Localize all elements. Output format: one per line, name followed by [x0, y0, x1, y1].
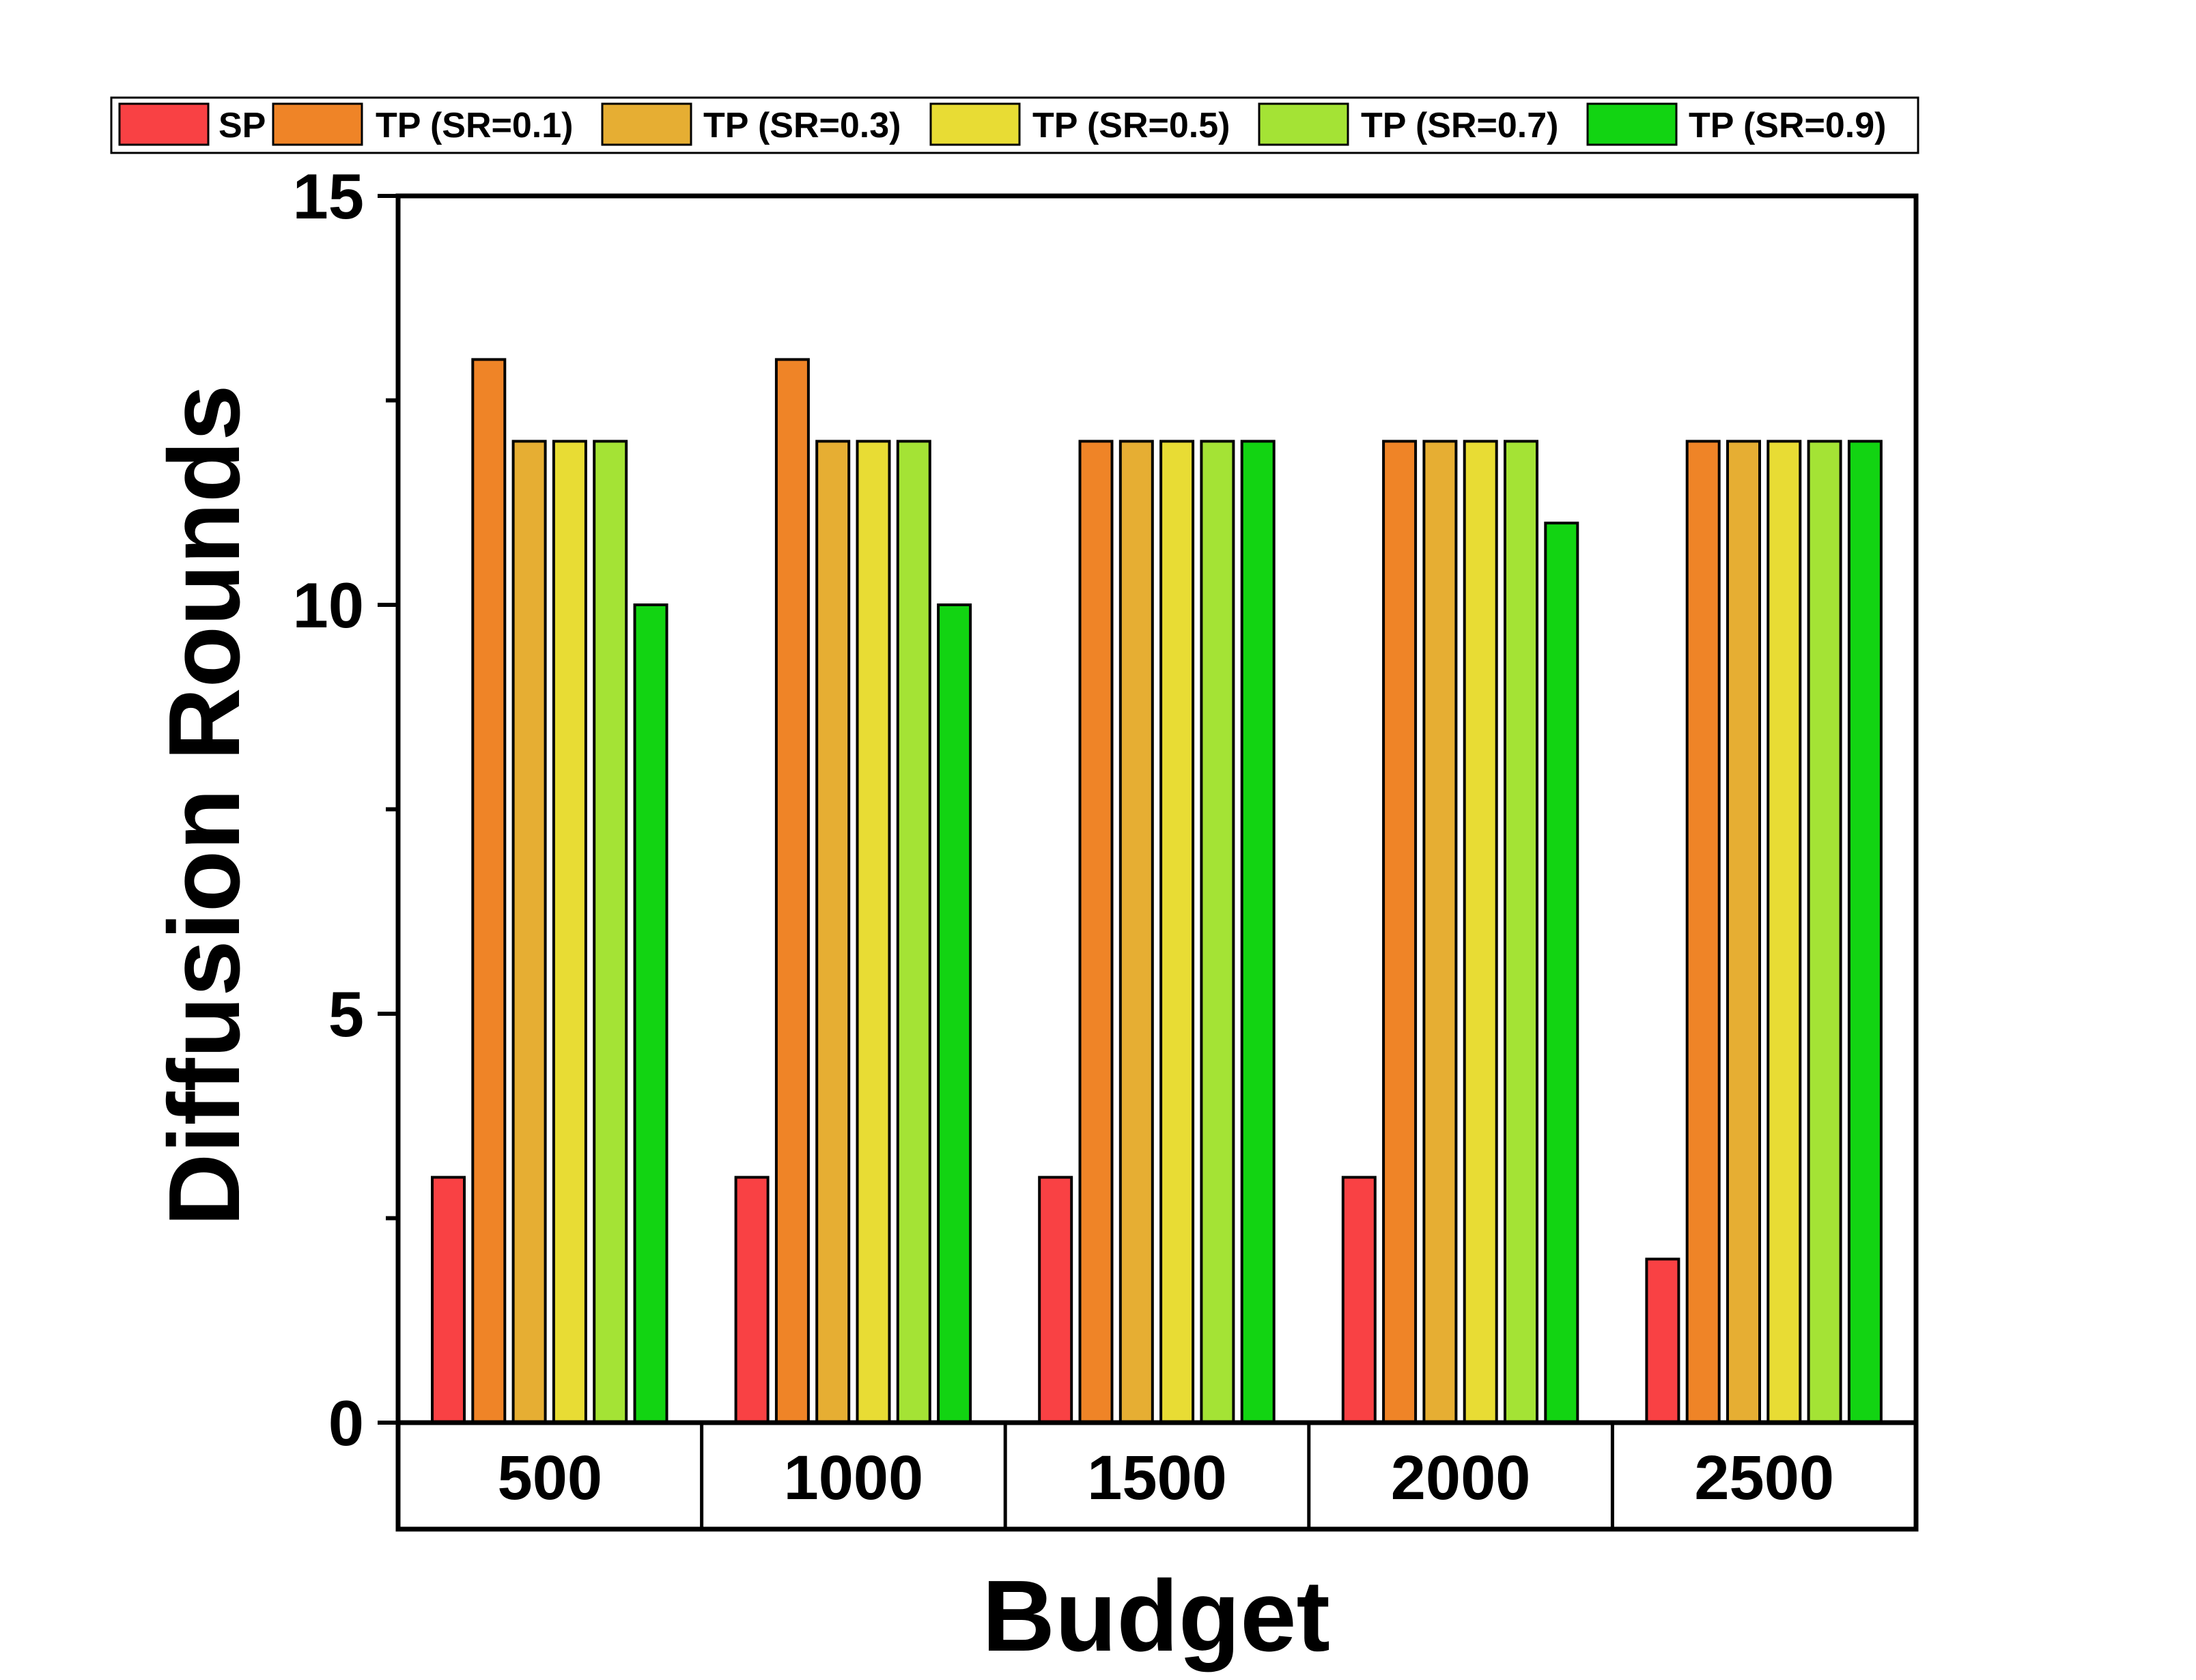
bar-tp-sr-0-7-1000: [896, 440, 931, 1424]
bar-tp-sr-0-7-500: [593, 440, 628, 1424]
y-tick-label: 10: [292, 569, 364, 641]
legend-label: TP (SR=0.9): [1689, 106, 1886, 145]
legend-swatch: [929, 102, 1021, 146]
bar-tp-sr-0-1-2500: [1685, 440, 1721, 1424]
bar-tp-sr-0-9-1500: [1240, 440, 1276, 1424]
legend-swatch: [1586, 102, 1678, 146]
legend-swatch: [601, 102, 692, 146]
bar-tp-sr-0-3-500: [511, 440, 547, 1424]
bar-tp-sr-0-3-2000: [1422, 440, 1458, 1424]
x-tick-label: 1500: [1087, 1443, 1227, 1513]
legend-label: TP (SR=0.5): [1032, 106, 1230, 145]
legend-label: TP (SR=0.7): [1361, 106, 1558, 145]
bar-tp-sr-0-1-1500: [1078, 440, 1114, 1424]
axes: 500 1000 1500 2000 2500 0 5 10 15: [292, 160, 1919, 1532]
legend-swatch: [272, 102, 363, 146]
legend-label: TP (SR=0.1): [376, 106, 573, 145]
bar-tp-sr-0-7-2000: [1504, 440, 1538, 1424]
bar-sp-500: [431, 1176, 466, 1424]
bar-tp-sr-0-3-2500: [1726, 440, 1761, 1424]
bar-tp-sr-0-5-2500: [1766, 440, 1802, 1424]
bar-tp-sr-0-1-1000: [774, 358, 810, 1424]
legend: SP TP (SR=0.1) TP (SR=0.3) TP (SR=0.5) TP (S…: [110, 96, 1919, 154]
bar-tp-sr-0-7-1500: [1200, 440, 1235, 1424]
bar-tp-sr-0-9-2000: [1544, 522, 1579, 1425]
bar-sp-2000: [1341, 1176, 1377, 1424]
x-axis-title: Budget: [982, 1560, 1330, 1672]
y-axis-title: Diffusion Rounds: [148, 384, 261, 1226]
x-tick-label: 2000: [1391, 1443, 1531, 1513]
bar-sp-2500: [1645, 1257, 1680, 1425]
bar-tp-sr-0-1-500: [471, 358, 507, 1424]
bar-sp-1500: [1038, 1176, 1073, 1424]
legend-swatch: [118, 102, 210, 146]
bar-tp-sr-0-5-1000: [856, 440, 891, 1424]
y-tick-label: 15: [292, 160, 364, 232]
legend-label: SP: [219, 106, 266, 145]
bar-tp-sr-0-3-1000: [815, 440, 851, 1424]
bar-tp-sr-0-9-1000: [937, 603, 972, 1424]
bar-tp-sr-0-3-1500: [1118, 440, 1154, 1424]
y-tick-label: 5: [328, 978, 364, 1050]
bar-tp-sr-0-9-500: [633, 603, 668, 1424]
bar-sp-1000: [734, 1176, 770, 1424]
bar-tp-sr-0-7-2500: [1807, 440, 1842, 1424]
x-tick-label: 1000: [784, 1443, 924, 1513]
legend-swatch: [1258, 102, 1349, 146]
bar-tp-sr-0-1-2000: [1382, 440, 1418, 1424]
bar-tp-sr-0-5-500: [552, 440, 587, 1424]
legend-label: TP (SR=0.3): [703, 106, 901, 145]
bar-tp-sr-0-9-2500: [1847, 440, 1883, 1424]
x-tick-label: 500: [498, 1443, 603, 1513]
bars: [431, 358, 1883, 1425]
bar-tp-sr-0-5-2000: [1463, 440, 1498, 1424]
category-axis-box: [395, 1420, 1919, 1532]
bar-tp-sr-0-5-1500: [1159, 440, 1195, 1424]
y-tick-label: 0: [328, 1387, 364, 1459]
x-tick-label: 2500: [1694, 1443, 1834, 1513]
